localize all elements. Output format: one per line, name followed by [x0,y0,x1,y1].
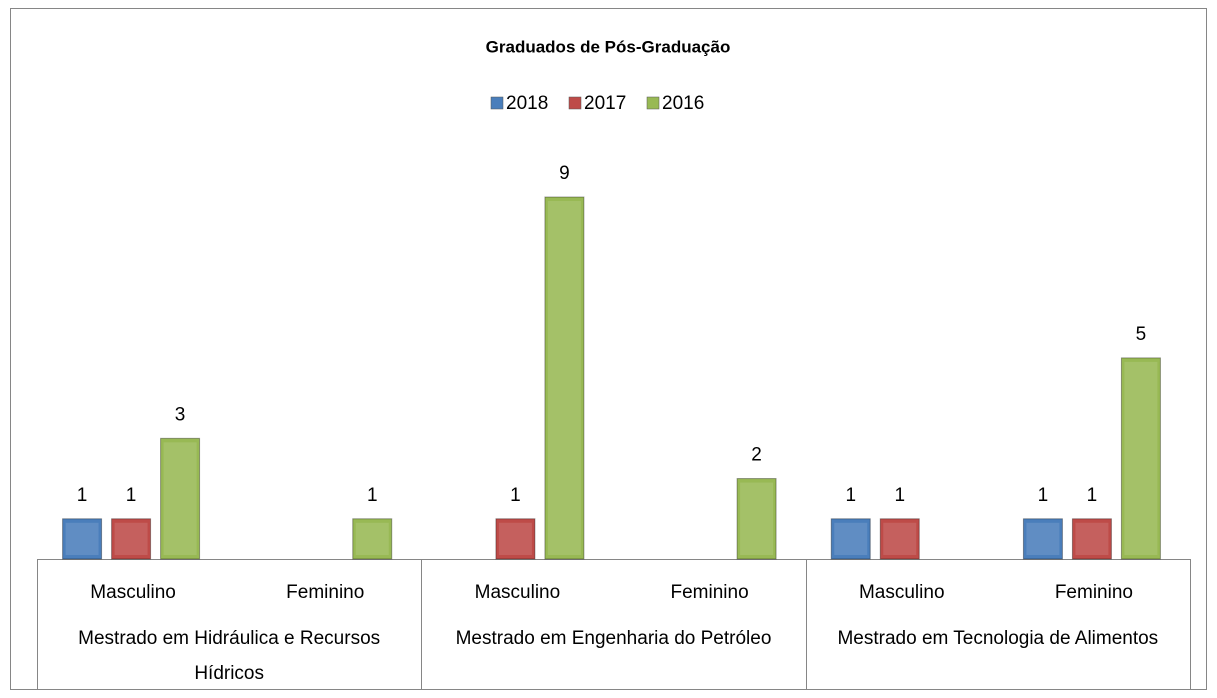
data-label: 1 [845,485,856,506]
bar [62,518,103,560]
bar [830,518,871,560]
legend-swatch [646,96,660,110]
data-label: 2 [751,445,762,466]
bar-highlight [1124,361,1158,555]
bar [352,518,393,560]
bar-highlight [547,201,581,555]
x-tick-label: Masculino [859,582,945,603]
legend-label: 2016 [662,93,704,114]
x-tick-label: Feminino [671,582,749,603]
x-tick-label: Masculino [475,582,561,603]
chart-title: Graduados de Pós-Graduação [486,37,731,56]
bar-highlight [1075,522,1109,555]
bar-highlight [834,522,868,555]
bar-highlight [114,522,148,555]
data-label: 1 [1087,485,1098,506]
bar-highlight [65,522,99,555]
group-label: Mestrado em Engenharia do Petróleo [455,628,772,649]
bar [879,518,920,560]
bar [495,518,536,560]
data-label: 1 [126,485,137,506]
x-tick-label: Masculino [90,582,176,603]
x-tick-label: Feminino [1055,582,1133,603]
bar-highlight [355,522,389,555]
data-label: 1 [367,485,378,506]
data-label: 1 [1038,485,1049,506]
data-label: 5 [1136,324,1147,345]
data-label: 1 [510,485,521,506]
bar [1022,518,1063,560]
bar-highlight [498,522,532,555]
bar [1120,357,1161,560]
group-label: Mestrado em Hidráulica e Recursos Hídric… [78,628,381,684]
bar-highlight [163,442,197,555]
bar [1071,518,1112,560]
bar [160,437,201,560]
chart-border [10,8,1207,690]
data-label: 1 [77,485,88,506]
data-label: 1 [894,485,905,506]
bar-highlight [1026,522,1060,555]
data-label: 9 [559,163,570,184]
legend-swatch [568,96,582,110]
x-tick-label: Feminino [286,582,364,603]
group-label: Mestrado em Tecnologia de Alimentos [837,628,1159,649]
bar-highlight [883,522,917,555]
bar-highlight [740,482,774,555]
data-label: 3 [175,404,186,425]
legend-label: 2018 [506,93,548,114]
legend-label: 2017 [584,93,626,114]
bar [736,478,777,560]
bar [544,196,585,560]
bar [111,518,152,560]
legend-swatch [490,96,504,110]
